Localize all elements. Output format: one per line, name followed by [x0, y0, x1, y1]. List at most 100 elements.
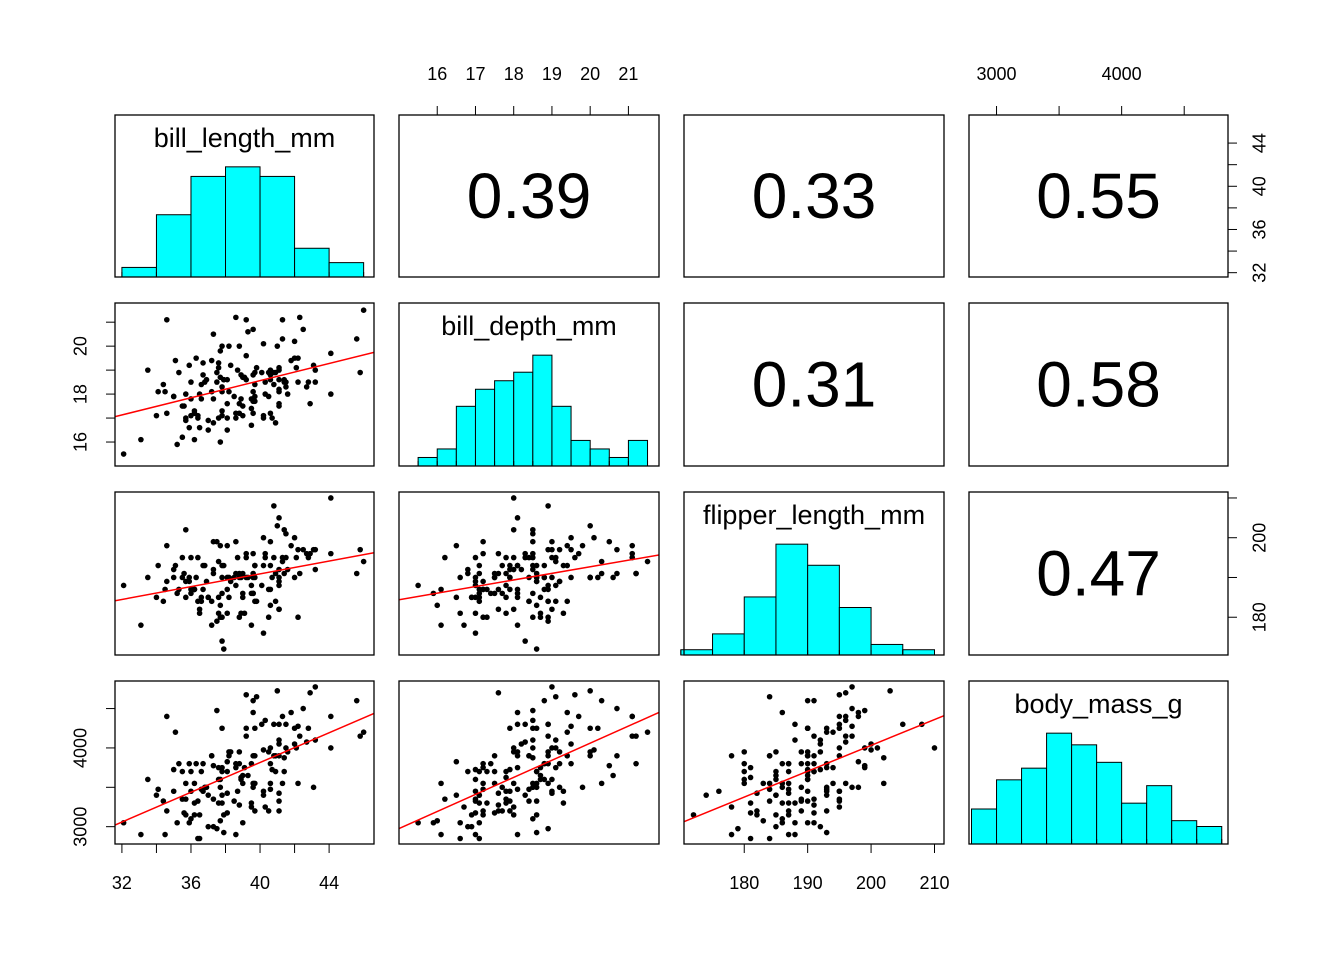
- y-tick-label: 40: [1250, 176, 1270, 196]
- point: [248, 582, 255, 589]
- point: [480, 550, 486, 557]
- point: [792, 721, 798, 728]
- point: [811, 810, 817, 816]
- correlation: 0.31: [752, 349, 877, 421]
- point: [741, 776, 748, 783]
- point: [265, 808, 272, 814]
- point: [283, 379, 289, 385]
- variable-name: bill_length_mm: [154, 123, 336, 153]
- point: [545, 598, 551, 605]
- point: [208, 753, 215, 759]
- y-tick-label: 36: [1250, 219, 1270, 239]
- point: [303, 384, 310, 390]
- fit-line: [684, 714, 944, 823]
- point: [272, 420, 279, 426]
- point: [587, 725, 593, 732]
- point: [766, 835, 773, 842]
- point: [224, 427, 231, 433]
- point: [438, 780, 444, 787]
- point: [556, 760, 563, 767]
- point: [560, 610, 567, 617]
- point: [226, 388, 232, 395]
- point: [887, 688, 893, 694]
- point: [747, 810, 754, 816]
- x-tick-label: 4000: [1102, 64, 1142, 84]
- panel: 0.39: [398, 114, 660, 278]
- point: [307, 400, 313, 407]
- point: [564, 709, 571, 716]
- point: [182, 578, 189, 585]
- point: [804, 788, 811, 795]
- point: [295, 614, 301, 621]
- point: [537, 772, 544, 779]
- point: [899, 721, 906, 728]
- point: [476, 562, 483, 569]
- point: [288, 709, 294, 716]
- point: [495, 802, 502, 808]
- panel-frame: [114, 491, 375, 656]
- panel: 0.47: [968, 491, 1229, 656]
- point: [262, 554, 269, 561]
- point: [262, 379, 269, 385]
- point: [804, 819, 811, 826]
- point: [811, 796, 817, 802]
- point: [530, 754, 536, 761]
- point: [182, 796, 189, 802]
- point: [811, 819, 817, 826]
- point: [503, 788, 509, 795]
- point: [461, 622, 467, 628]
- point: [312, 566, 319, 573]
- point: [510, 745, 517, 751]
- point: [785, 812, 792, 818]
- point: [310, 784, 317, 791]
- point: [579, 542, 586, 549]
- point: [747, 764, 754, 771]
- x-tick-label: 16: [427, 64, 447, 84]
- point: [198, 396, 205, 402]
- point: [855, 713, 862, 720]
- point: [215, 364, 222, 371]
- point: [510, 804, 517, 810]
- point: [545, 614, 551, 621]
- point: [587, 688, 593, 694]
- point: [537, 610, 544, 617]
- point: [560, 788, 567, 795]
- point: [537, 594, 544, 601]
- point: [295, 723, 301, 730]
- point: [210, 762, 217, 769]
- point: [260, 747, 267, 753]
- point: [233, 582, 239, 589]
- point: [514, 721, 521, 728]
- point: [182, 415, 189, 421]
- x-tick-label: 3000: [977, 64, 1017, 84]
- point: [495, 606, 502, 613]
- point: [526, 598, 532, 605]
- point: [300, 546, 307, 553]
- point: [457, 835, 463, 842]
- panel-frame: [683, 491, 945, 656]
- point: [779, 709, 786, 716]
- point: [754, 808, 760, 814]
- point: [556, 546, 563, 553]
- point: [224, 586, 231, 593]
- point: [842, 733, 849, 739]
- correlation: 0.39: [467, 160, 592, 232]
- point: [438, 586, 444, 593]
- point: [243, 550, 250, 557]
- point: [215, 360, 222, 366]
- point: [741, 749, 748, 755]
- point: [522, 554, 528, 561]
- point: [465, 768, 471, 775]
- point: [836, 788, 843, 795]
- point: [276, 376, 282, 383]
- point: [233, 831, 239, 838]
- point: [690, 812, 697, 818]
- point: [530, 707, 536, 714]
- point: [224, 610, 231, 617]
- hist-bar: [1146, 785, 1173, 845]
- point: [773, 772, 779, 779]
- point: [804, 753, 811, 759]
- point: [549, 776, 555, 783]
- point: [572, 554, 578, 561]
- point: [507, 725, 513, 732]
